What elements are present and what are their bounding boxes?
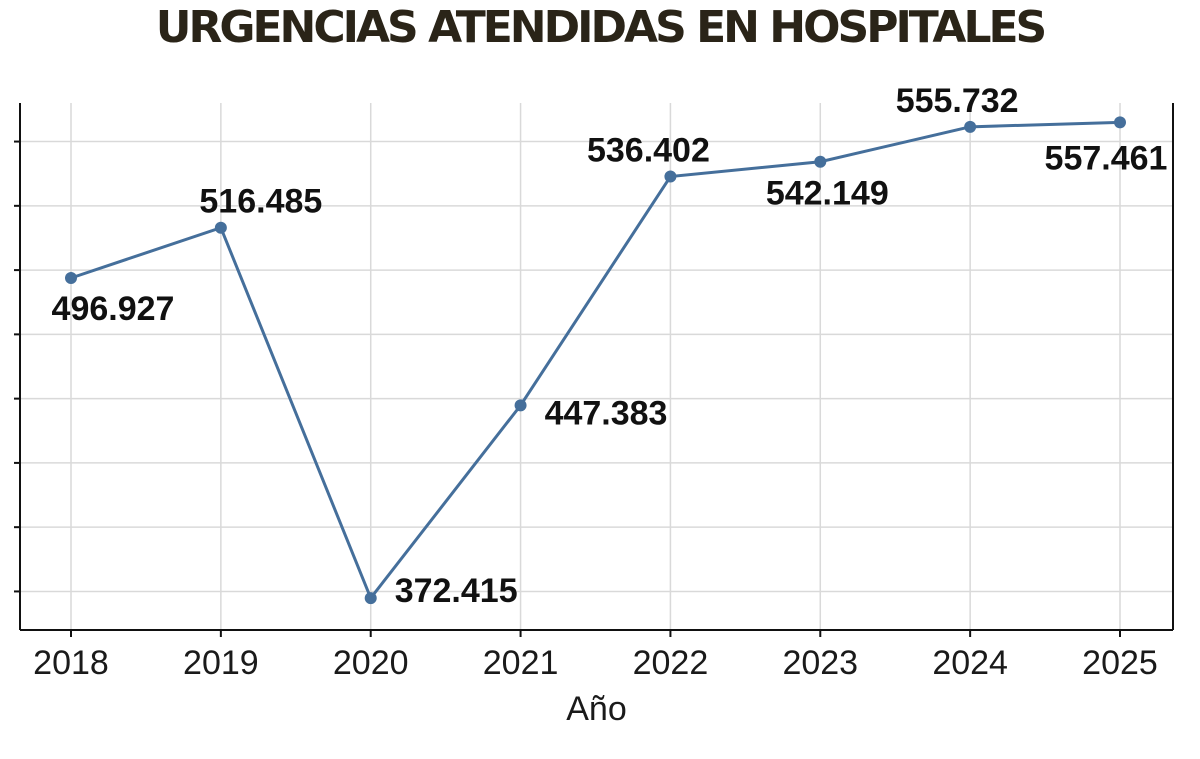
data-point — [814, 155, 827, 168]
series-path — [70, 120, 1121, 602]
data-label: 557.461 — [1045, 139, 1168, 177]
grid — [20, 103, 1173, 630]
data-point — [1114, 116, 1126, 129]
x-tick-label: 2024 — [932, 644, 1008, 682]
x-tick-label: 2022 — [633, 644, 709, 682]
data-label: 372.415 — [395, 572, 518, 610]
data-labels: 496.927 516.485 372.415 447.383 536.402 542.1… — [52, 82, 1168, 610]
data-point — [664, 170, 677, 183]
series-line — [65, 116, 1126, 605]
chart-title: URGENCIAS ATENDIDAS EN HOSPITALES — [155, 2, 1048, 53]
axes — [14, 103, 1174, 631]
x-tick-label: 2020 — [333, 644, 409, 682]
x-tick-label: 2023 — [782, 644, 858, 682]
x-tick-label: 2018 — [33, 644, 109, 682]
x-axis-title: Año — [566, 690, 627, 728]
x-tick-label: 2019 — [183, 644, 259, 682]
data-label: 496.927 — [52, 290, 175, 328]
data-point — [514, 399, 527, 412]
x-tick-label: 2025 — [1082, 644, 1158, 682]
data-label: 516.485 — [199, 183, 322, 221]
data-point — [364, 592, 377, 605]
data-point — [214, 221, 227, 234]
x-tick-label: 2021 — [483, 644, 559, 682]
x-axis-ticks: 2018 2019 2020 2021 2022 2023 2024 2025 — [33, 630, 1158, 682]
data-label: 542.149 — [766, 175, 889, 213]
data-point — [964, 120, 977, 133]
data-label: 555.732 — [896, 82, 1019, 120]
data-label: 447.383 — [545, 394, 668, 432]
data-point — [65, 271, 77, 284]
data-label: 536.402 — [587, 132, 710, 170]
